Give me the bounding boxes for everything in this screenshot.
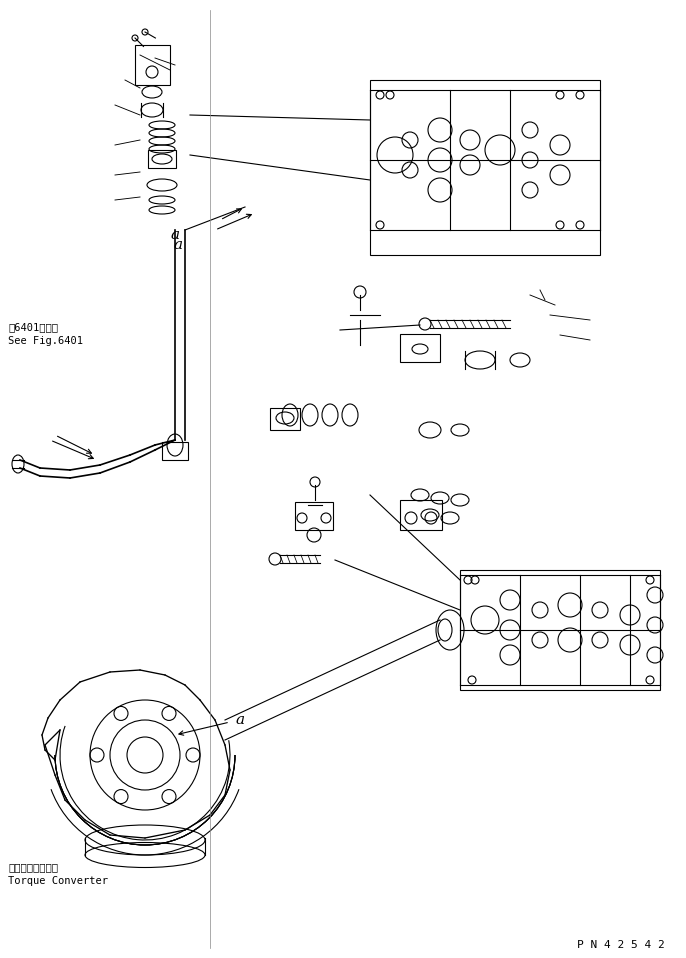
- Bar: [370, 80, 600, 255]
- Bar: [460, 570, 660, 690]
- Bar: [135, 45, 170, 85]
- Circle shape: [419, 318, 431, 330]
- Text: P N 4 2 5 4 2: P N 4 2 5 4 2: [577, 940, 665, 950]
- Bar: [400, 500, 442, 530]
- Text: 第6401図参照
See Fig.6401: 第6401図参照 See Fig.6401: [8, 322, 83, 346]
- Circle shape: [132, 35, 138, 41]
- Bar: [148, 150, 176, 168]
- Bar: [270, 408, 300, 430]
- Text: トルクコンバータ
Torque Converter: トルクコンバータ Torque Converter: [8, 862, 108, 886]
- Circle shape: [142, 29, 148, 35]
- Bar: [400, 334, 440, 362]
- Bar: [295, 502, 333, 530]
- Bar: [162, 442, 188, 460]
- Text: a: a: [170, 228, 180, 242]
- Circle shape: [269, 553, 281, 565]
- Text: a: a: [174, 238, 182, 252]
- Text: a: a: [235, 713, 245, 727]
